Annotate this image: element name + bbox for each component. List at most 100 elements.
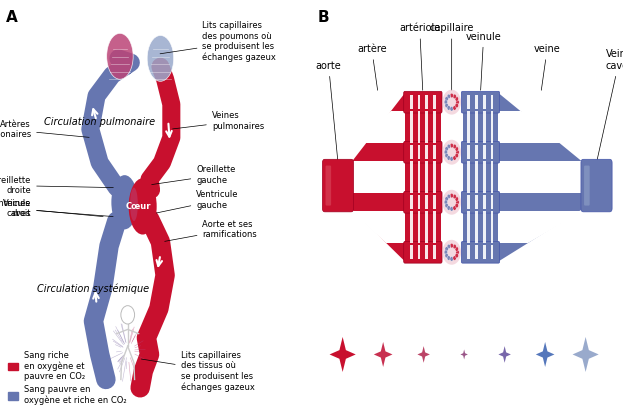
Polygon shape	[536, 342, 554, 367]
Bar	[462, 161, 498, 193]
Ellipse shape	[130, 188, 138, 221]
Circle shape	[442, 90, 461, 115]
Text: Oreillette
gauche: Oreillette gauche	[148, 166, 235, 185]
Polygon shape	[498, 93, 583, 261]
Legend: Sang riche
en oxygène et
pauvre en CO₂, Sang pauvre en
oxygène et riche en CO₂: Sang riche en oxygène et pauvre en CO₂, …	[4, 347, 130, 409]
Circle shape	[450, 256, 454, 261]
Ellipse shape	[107, 33, 133, 79]
Bar	[433, 245, 436, 259]
Circle shape	[453, 156, 456, 160]
Bar	[410, 161, 412, 193]
Bar	[417, 245, 421, 259]
Circle shape	[444, 150, 447, 154]
Polygon shape	[351, 211, 405, 243]
Bar	[410, 195, 412, 209]
Circle shape	[445, 247, 449, 251]
FancyBboxPatch shape	[461, 241, 500, 263]
Bar	[462, 211, 498, 243]
FancyBboxPatch shape	[461, 141, 500, 163]
Circle shape	[450, 193, 454, 198]
Bar	[467, 161, 470, 193]
Bar	[426, 161, 428, 193]
Bar	[410, 95, 412, 109]
Text: Aorte et ses
ramifications: Aorte et ses ramifications	[164, 220, 257, 241]
Circle shape	[444, 250, 447, 254]
Bar	[417, 95, 421, 109]
Circle shape	[453, 256, 456, 260]
FancyBboxPatch shape	[404, 191, 442, 213]
Bar	[433, 145, 436, 159]
Circle shape	[447, 206, 450, 210]
Bar	[417, 211, 421, 243]
Circle shape	[450, 106, 454, 111]
Circle shape	[445, 103, 449, 108]
Polygon shape	[573, 337, 599, 372]
Bar	[483, 211, 486, 243]
Bar	[483, 111, 486, 143]
Circle shape	[456, 200, 459, 205]
Circle shape	[455, 247, 459, 251]
Ellipse shape	[128, 178, 157, 234]
Bar	[467, 211, 470, 243]
Bar	[475, 111, 478, 143]
Circle shape	[447, 106, 450, 110]
Bar	[491, 95, 493, 109]
Bar	[483, 95, 486, 109]
Circle shape	[455, 147, 459, 151]
Bar	[410, 211, 412, 243]
Circle shape	[444, 100, 447, 104]
Bar	[426, 211, 428, 243]
Bar	[483, 245, 486, 259]
Text: Lits capillaires
des tissus où
se produisent les
échanges gazeux: Lits capillaires des tissus où se produi…	[141, 351, 255, 392]
Bar	[467, 195, 470, 209]
FancyBboxPatch shape	[325, 166, 331, 206]
Circle shape	[450, 244, 454, 248]
Circle shape	[450, 206, 454, 211]
Polygon shape	[498, 111, 583, 143]
Text: artériole: artériole	[399, 23, 440, 90]
Polygon shape	[374, 342, 392, 367]
Bar	[483, 145, 486, 159]
Circle shape	[456, 100, 459, 104]
Ellipse shape	[147, 35, 174, 81]
Bar	[417, 161, 421, 193]
FancyBboxPatch shape	[404, 91, 442, 113]
Circle shape	[442, 140, 461, 165]
Bar	[475, 145, 478, 159]
Text: B: B	[318, 10, 330, 25]
Bar	[467, 245, 470, 259]
Text: Cœur: Cœur	[126, 202, 151, 211]
Text: A: A	[6, 10, 18, 25]
Text: veine: veine	[534, 44, 561, 90]
Circle shape	[455, 97, 459, 101]
Circle shape	[445, 197, 449, 201]
Text: Circulation pulmonaire: Circulation pulmonaire	[44, 117, 155, 127]
Circle shape	[447, 256, 450, 260]
Bar	[426, 145, 428, 159]
Text: Veines
caves: Veines caves	[3, 199, 103, 218]
FancyBboxPatch shape	[323, 159, 354, 212]
Bar	[475, 211, 478, 243]
Circle shape	[445, 153, 449, 158]
Bar	[467, 111, 470, 143]
Text: veinule: veinule	[466, 32, 502, 90]
Circle shape	[442, 190, 461, 215]
Circle shape	[450, 156, 454, 161]
Bar	[433, 95, 436, 109]
Bar	[475, 195, 478, 209]
Bar	[405, 161, 440, 193]
Bar	[410, 145, 412, 159]
Text: artère: artère	[357, 44, 387, 90]
Text: Artères
pulmonaires: Artères pulmonaires	[0, 120, 89, 139]
Circle shape	[455, 203, 459, 208]
Bar	[417, 111, 421, 143]
Circle shape	[453, 244, 456, 249]
Polygon shape	[351, 161, 405, 193]
Polygon shape	[498, 161, 583, 193]
Circle shape	[453, 106, 456, 110]
Circle shape	[447, 194, 450, 199]
Circle shape	[447, 156, 450, 160]
Bar	[433, 111, 436, 143]
Bar	[462, 111, 498, 143]
Circle shape	[455, 153, 459, 158]
